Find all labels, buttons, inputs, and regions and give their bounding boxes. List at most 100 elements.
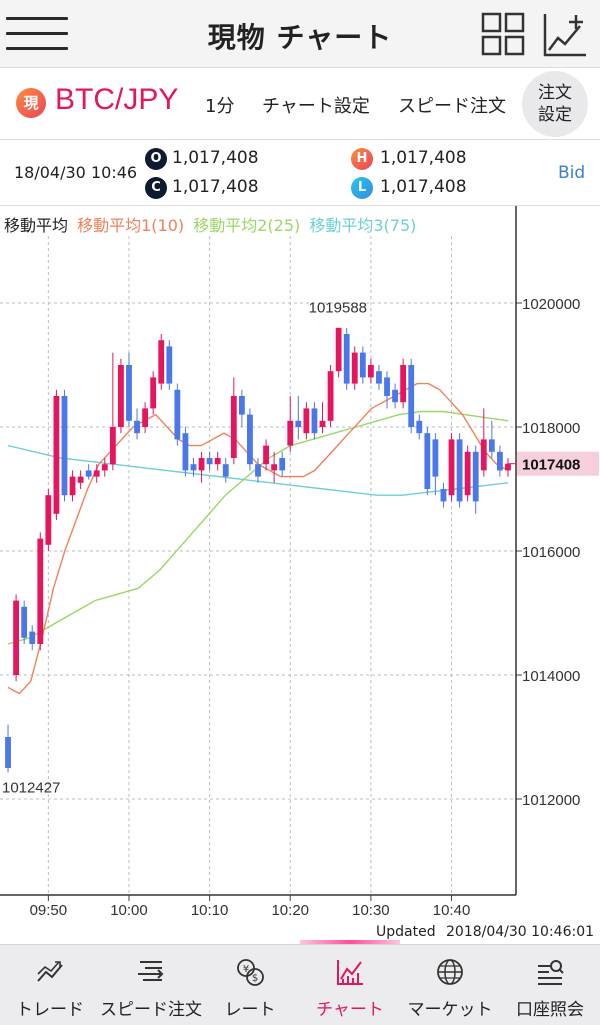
candle-body: [29, 631, 36, 644]
candle-body: [69, 476, 76, 496]
y-tick-label: 1014000: [522, 668, 580, 685]
nav-market[interactable]: マーケット: [400, 945, 500, 1025]
candlestick-chart[interactable]: 1020000 1018000 1016000 1014000 1012000 09:50…: [0, 206, 600, 942]
candle-body: [327, 371, 334, 421]
candle-body: [416, 420, 423, 434]
ma-legend: 移動平均 移動平均1(10) 移動平均2(25) 移動平均3(75): [4, 212, 420, 236]
svg-text:¥: ¥: [243, 964, 249, 975]
candle-body: [295, 420, 302, 427]
ma-legend-title: 移動平均: [4, 216, 69, 235]
current-price-tag: [517, 451, 599, 476]
open-value: 1,017,408: [172, 148, 259, 168]
page-title: 現物 チャート: [207, 21, 393, 54]
x-tick-label: 10:40: [433, 902, 471, 919]
close-badge: C: [145, 177, 167, 199]
x-tick-label: 10:10: [191, 902, 229, 919]
candle-body: [61, 396, 68, 496]
current-price-label: 1017408: [522, 457, 580, 474]
chart-settings-button[interactable]: チャート設定: [262, 96, 370, 117]
nav-chart[interactable]: チャート: [300, 945, 400, 1025]
ma-legend-3: 移動平均3(75): [309, 216, 417, 235]
candle-body: [279, 458, 286, 471]
order-settings-label-2: 設定: [538, 105, 572, 125]
nav-speed-order[interactable]: スピード注文: [100, 945, 202, 1025]
nav-market-label: マーケット: [407, 1000, 493, 1020]
candle-body: [230, 396, 237, 458]
high-value: 1,017,408: [380, 148, 467, 168]
rate-icon: ¥ $: [237, 959, 264, 986]
candle-body: [174, 389, 181, 440]
menu-icon[interactable]: [6, 14, 68, 54]
price-datetime: 18/04/30 10:46: [14, 163, 138, 182]
globe-icon: [437, 959, 463, 985]
candle-body: [150, 377, 157, 409]
symbol-selector[interactable]: BTC/JPY: [55, 83, 179, 116]
candle-body: [351, 352, 358, 384]
interval-selector[interactable]: 1分: [205, 96, 235, 117]
candle-body: [206, 458, 213, 465]
candle-body: [13, 600, 19, 675]
candle-body: [343, 334, 350, 384]
candle-body: [198, 458, 205, 471]
y-tick-label: 1012000: [522, 792, 580, 809]
candle-body: [287, 420, 294, 446]
svg-text:$: $: [252, 973, 258, 984]
update-status: Updated 2018/04/30 10:46:01: [0, 922, 600, 942]
nav-trade-label: トレード: [16, 1000, 84, 1020]
grid-layout-icon[interactable]: [481, 12, 525, 56]
candle-body: [93, 470, 100, 477]
candle-body: [408, 365, 415, 427]
candle-body: [101, 464, 108, 471]
bid-ask-toggle[interactable]: Bid: [558, 163, 586, 183]
candle-body: [303, 408, 310, 434]
symbol-bar: 現 BTC/JPY 1分 チャート設定 スピード注文 注文 設定: [0, 68, 600, 140]
y-tick-label: 1018000: [522, 420, 580, 437]
candle-body: [448, 439, 455, 496]
candle-body: [263, 445, 269, 465]
active-tab-indicator: [300, 940, 400, 944]
candle-body: [271, 464, 278, 471]
candle-body: [182, 433, 189, 471]
candle-body: [505, 463, 511, 471]
order-settings-button[interactable]: 注文 設定: [522, 71, 588, 137]
candle-body: [118, 365, 124, 427]
ohlc-row: 18/04/30 10:46 O 1,017,408 C 1,017,408 H…: [0, 140, 600, 206]
candle-body: [384, 377, 390, 396]
nav-trade[interactable]: トレード: [0, 945, 100, 1025]
y-tick-label: 1016000: [522, 544, 580, 561]
high-label: 1019588: [309, 300, 367, 317]
x-tick-label: 10:30: [352, 902, 390, 919]
candle-body: [255, 464, 261, 477]
nav-rate[interactable]: ¥ $ レート: [200, 945, 300, 1025]
candle-body: [134, 420, 140, 434]
nav-account-label: 口座照会: [516, 1000, 584, 1020]
candle-body: [109, 427, 116, 465]
candle-body: [21, 606, 28, 638]
speed-order-button[interactable]: スピード注文: [398, 96, 506, 117]
candle-body: [480, 439, 487, 471]
bottom-nav: トレード スピード注文 ¥ $ レート チャート: [0, 944, 600, 1025]
candle-body: [311, 408, 318, 434]
candle-body: [5, 737, 11, 768]
candle-body: [53, 396, 60, 514]
open-badge: O: [145, 148, 167, 170]
low-label: 1012427: [2, 780, 60, 797]
close-value: 1,017,408: [172, 177, 259, 197]
candle-body: [126, 365, 132, 421]
candle-body: [359, 352, 366, 378]
chart-add-icon[interactable]: [542, 12, 588, 58]
candle-body: [424, 433, 431, 489]
candle-body: [488, 439, 495, 452]
candle-body: [472, 451, 479, 502]
order-settings-label-1: 注文: [538, 83, 572, 103]
x-tick-label: 10:00: [110, 902, 148, 919]
candle-body: [37, 538, 44, 644]
ma-legend-2: 移動平均2(25): [193, 216, 301, 235]
candle-body: [456, 439, 463, 502]
nav-account[interactable]: 口座照会: [500, 945, 600, 1025]
low-value: 1,017,408: [380, 177, 467, 197]
candle-body: [85, 470, 92, 477]
candle-body: [222, 464, 229, 477]
candle-body: [319, 420, 326, 427]
candle-body: [497, 451, 503, 471]
